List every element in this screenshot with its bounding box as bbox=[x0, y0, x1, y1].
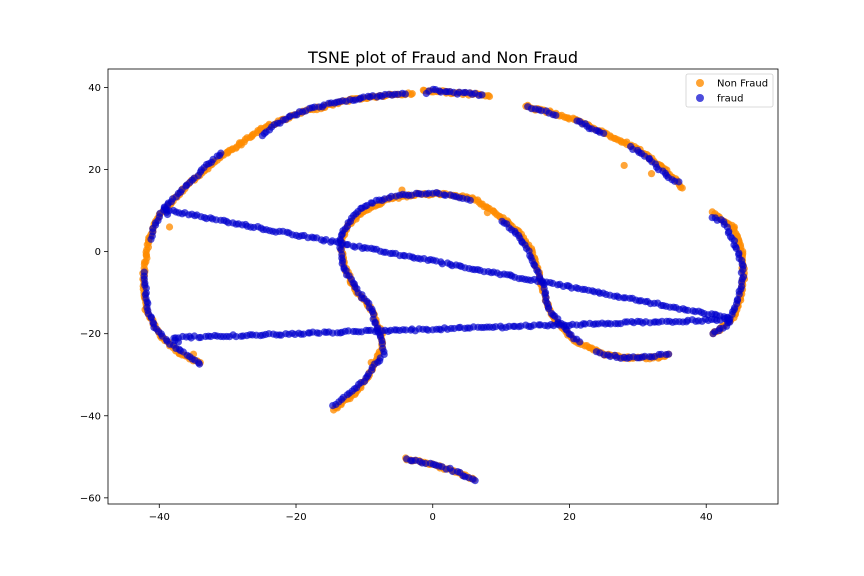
data-point bbox=[408, 90, 416, 98]
data-point bbox=[407, 326, 415, 334]
data-point bbox=[466, 196, 474, 204]
legend-box bbox=[685, 73, 774, 108]
series-fraud bbox=[140, 85, 748, 485]
y-tick-label: −20 bbox=[80, 329, 101, 340]
legend-marker-fraud bbox=[696, 94, 704, 102]
data-point bbox=[471, 477, 479, 485]
data-point bbox=[665, 350, 673, 358]
data-point bbox=[675, 178, 683, 186]
data-point bbox=[552, 111, 560, 119]
y-tick-label: 40 bbox=[88, 83, 101, 94]
data-point bbox=[174, 338, 183, 346]
x-tick-label: 20 bbox=[563, 512, 576, 523]
data-point bbox=[678, 184, 686, 192]
data-point bbox=[709, 330, 717, 338]
data-point bbox=[217, 149, 225, 157]
y-tick-label: −60 bbox=[80, 493, 101, 504]
chart-title: TSNE plot of Fraud and Non Fraud bbox=[307, 48, 578, 67]
data-point bbox=[478, 91, 486, 99]
legend-label-fraud: fraud bbox=[717, 94, 743, 105]
data-point bbox=[165, 223, 174, 231]
x-tick-label: 0 bbox=[430, 512, 436, 523]
data-point bbox=[224, 149, 232, 157]
data-point bbox=[576, 338, 584, 346]
scatter-points bbox=[139, 85, 749, 485]
data-point bbox=[647, 170, 656, 178]
y-tick-label: 20 bbox=[88, 165, 101, 176]
x-tick-label: −20 bbox=[285, 512, 306, 523]
legend-label-non-fraud: Non Fraud bbox=[717, 79, 768, 90]
data-point bbox=[237, 141, 245, 149]
y-axis: −60 −40 −20 0 20 40 bbox=[80, 83, 108, 504]
data-point bbox=[140, 268, 148, 276]
series-non-fraud bbox=[139, 86, 749, 483]
legend: Non Fraud fraud bbox=[685, 73, 774, 108]
y-tick-label: −40 bbox=[80, 411, 101, 422]
data-point bbox=[620, 161, 628, 170]
x-tick-label: −40 bbox=[149, 512, 170, 523]
legend-marker-non-fraud bbox=[696, 79, 704, 87]
plot-frame bbox=[107, 68, 779, 505]
x-tick-label: 40 bbox=[700, 512, 713, 523]
data-point bbox=[485, 92, 494, 101]
data-point bbox=[483, 209, 492, 217]
data-point bbox=[401, 90, 409, 98]
y-tick-label: 0 bbox=[95, 247, 101, 258]
data-point bbox=[600, 129, 608, 138]
x-axis: −40 −20 0 20 40 bbox=[149, 504, 713, 523]
